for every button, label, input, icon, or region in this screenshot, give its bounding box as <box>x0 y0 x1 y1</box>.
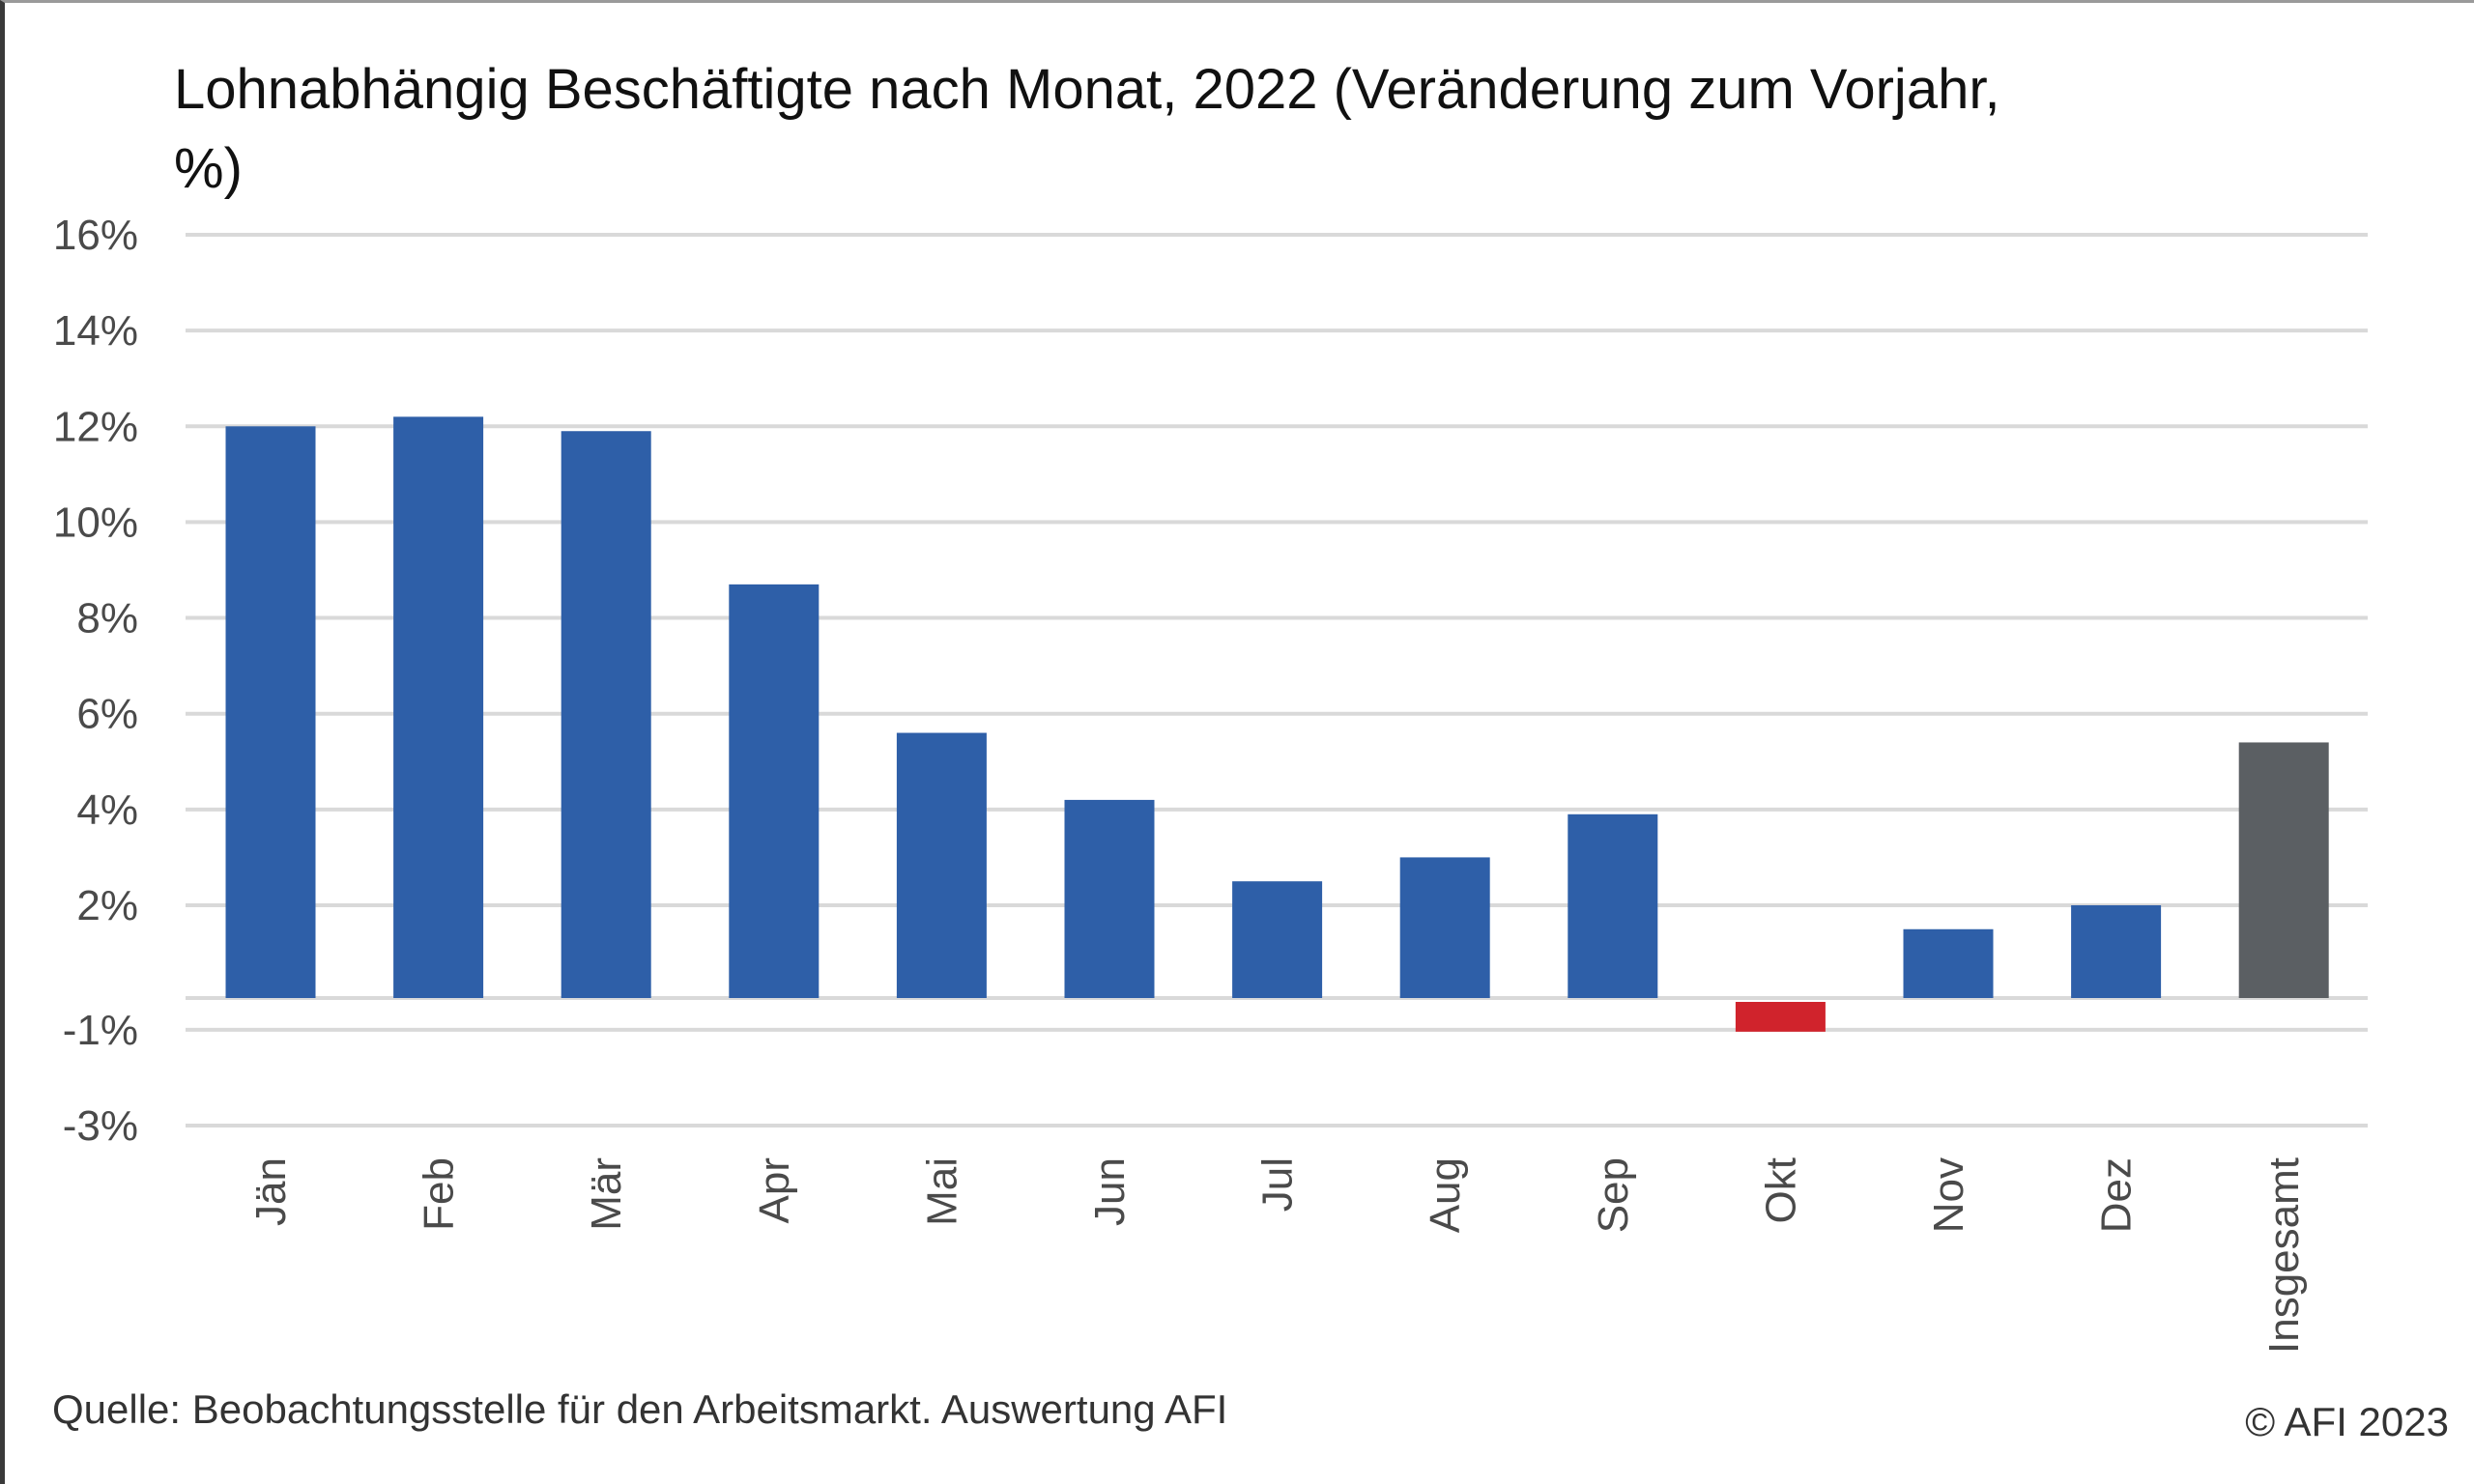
bar-jun <box>1064 799 1155 998</box>
copyright-note: © AFI 2023 <box>2245 1399 2449 1444</box>
x-category-label: Insgesamt <box>2260 1157 2308 1354</box>
y-tick-label: 10% <box>53 499 138 546</box>
bar-sep <box>1568 813 1658 998</box>
y-tick-label: 2% <box>76 882 138 929</box>
x-category-label: Jul <box>1254 1157 1302 1212</box>
bar-nov <box>1903 928 1994 998</box>
y-tick-label: 16% <box>53 212 138 259</box>
y-tick-label: 12% <box>53 403 138 450</box>
y-axis-ticks: 16% 14% 12% 10% 8% 6% 4% 2% -1% -3% <box>53 212 138 1150</box>
x-category-label: Jän <box>247 1157 295 1226</box>
x-category-label: Feb <box>416 1157 463 1231</box>
bar-apr <box>729 584 820 998</box>
x-axis-labels: Jän Feb Mär Apr Mai Jun Jul Aug Sep Okt Nov Dez Insg… <box>247 1157 2308 1354</box>
x-category-label: Nov <box>1925 1157 1972 1233</box>
bar-okt <box>1735 1002 1826 1032</box>
bar-mai <box>896 732 987 998</box>
x-category-label: Apr <box>751 1157 798 1223</box>
x-category-label: Jun <box>1086 1157 1134 1226</box>
y-tick-label: 6% <box>76 691 138 738</box>
x-category-label: Sep <box>1590 1157 1637 1233</box>
bars <box>225 416 2329 1032</box>
x-category-label: Aug <box>1422 1157 1469 1233</box>
gridlines <box>186 233 2368 1127</box>
bar-dez <box>2071 904 2162 998</box>
x-category-label: Dez <box>2093 1157 2141 1233</box>
y-tick-label: 4% <box>76 786 138 834</box>
bar-insgesamt <box>2238 742 2329 998</box>
source-note: Quelle: Beobachtungsstelle für den Arbei… <box>52 1386 1228 1432</box>
y-tick-label: 8% <box>76 595 138 642</box>
x-category-label: Mai <box>918 1157 965 1226</box>
y-tick-label: -1% <box>63 1007 138 1054</box>
bar-mär <box>561 431 651 998</box>
x-category-label: Okt <box>1757 1157 1804 1223</box>
bar-feb <box>393 416 484 998</box>
chart-title: Lohnabhängig Beschäftigte nach Monat, 20… <box>174 58 2000 200</box>
bar-jän <box>225 426 316 999</box>
y-tick-label: 14% <box>53 307 138 355</box>
x-category-label: Mär <box>583 1157 630 1231</box>
bar-jul <box>1232 881 1323 998</box>
bar-aug <box>1399 857 1490 998</box>
y-tick-label: -3% <box>63 1102 138 1150</box>
